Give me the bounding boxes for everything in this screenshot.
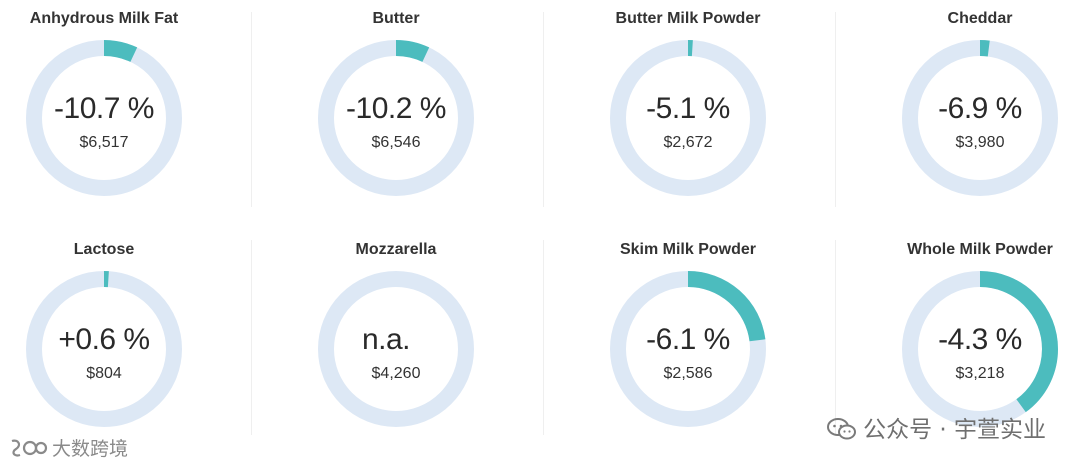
change-percent: -4.3 %	[938, 323, 1022, 356]
donut-ring	[610, 40, 766, 196]
product-title: Whole Milk Powder	[907, 241, 1053, 258]
donut-arc	[610, 40, 766, 196]
donut-card: Butter Milk Powder -5.1 % $2,672	[578, 10, 798, 220]
donut-card: Lactose +0.6 % $804	[0, 241, 214, 451]
price-value: $4,260	[371, 365, 421, 382]
logo-mark-icon	[11, 439, 48, 457]
donut-track	[318, 271, 474, 427]
donut-card: Butter -10.2 % $6,546	[286, 10, 506, 220]
price-value: $3,218	[955, 365, 1005, 382]
donut-ring	[26, 271, 182, 427]
donut-arc	[318, 40, 474, 196]
product-title: Butter Milk Powder	[615, 10, 761, 27]
watermark: 公众号 · 宇萱实业	[827, 410, 1046, 444]
column-divider	[543, 240, 544, 435]
donut-ring	[610, 271, 766, 427]
change-percent: -10.2 %	[346, 92, 446, 125]
price-value: $6,517	[79, 134, 129, 151]
donut-card: Anhydrous Milk Fat -10.7 % $6,517	[0, 10, 214, 220]
column-divider	[835, 12, 836, 207]
donut-ring	[902, 271, 1058, 427]
price-value: $2,672	[663, 134, 713, 151]
donut-ring	[318, 40, 474, 196]
price-value: $3,980	[955, 134, 1005, 151]
logo-text: 大数跨境	[52, 438, 129, 460]
price-value: $804	[86, 365, 122, 382]
donut-card: Skim Milk Powder -6.1 % $2,586	[578, 241, 798, 451]
logo: 大数跨境	[8, 434, 128, 461]
donut-arc	[902, 271, 1058, 427]
column-divider	[835, 240, 836, 435]
donut-ring	[902, 40, 1058, 196]
donut-card: Cheddar -6.9 % $3,980	[870, 10, 1080, 220]
change-percent: +0.6 %	[58, 323, 150, 356]
change-percent: n.a.	[361, 323, 411, 356]
column-divider	[251, 12, 252, 207]
price-value: $2,586	[663, 365, 713, 382]
donut-arc	[610, 271, 766, 427]
donut-ring	[26, 40, 182, 196]
price-value: $6,546	[371, 134, 421, 151]
change-percent: -6.1 %	[646, 323, 730, 356]
donut-arc	[26, 40, 182, 196]
product-title: Butter	[372, 10, 420, 27]
donut-card: Whole Milk Powder -4.3 % $3,218	[870, 241, 1080, 451]
change-percent: -10.7 %	[54, 92, 154, 125]
donut-arc	[26, 271, 182, 427]
change-percent: -5.1 %	[646, 92, 730, 125]
donut-ring	[318, 271, 474, 427]
column-divider	[251, 240, 252, 435]
wechat-icon	[827, 418, 857, 440]
product-title: Mozzarella	[355, 241, 437, 258]
product-title: Anhydrous Milk Fat	[29, 10, 179, 27]
column-divider	[543, 12, 544, 207]
product-title: Lactose	[73, 241, 135, 258]
watermark-text: 公众号 · 宇萱实业	[863, 417, 1046, 443]
change-percent: -6.9 %	[938, 92, 1022, 125]
donut-arc	[902, 40, 1058, 196]
product-title: Cheddar	[947, 10, 1013, 27]
donut-card: Mozzarella n.a. $4,260	[286, 241, 506, 451]
product-title: Skim Milk Powder	[619, 241, 757, 258]
